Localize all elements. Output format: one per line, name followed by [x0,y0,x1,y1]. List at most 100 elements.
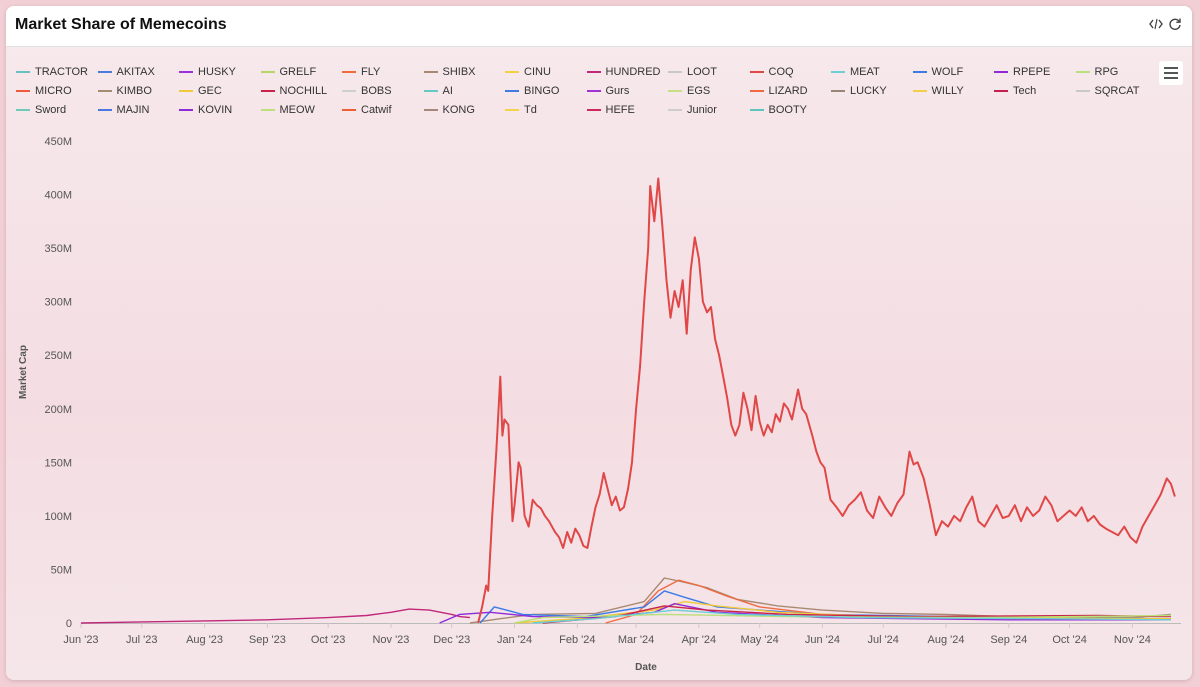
legend-item-bingo[interactable]: BINGO [505,83,587,98]
legend-label: RPG [1094,65,1119,78]
legend-item-nochill[interactable]: NOCHILL [260,83,343,98]
legend-swatch [994,70,1008,73]
legend-swatch [179,70,193,73]
legend-item-willy[interactable]: WILLY [912,83,995,98]
legend-item-majin[interactable]: MAJIN [97,102,180,117]
legend-label: COQ [768,65,794,78]
legend-item-td[interactable]: Td [505,102,587,117]
legend-item-kong[interactable]: KONG [423,102,506,117]
legend-label: LOOT [687,65,717,78]
legend-swatch [423,70,438,73]
legend-swatch [342,89,356,92]
legend-label: KONG [442,103,475,116]
chart-card: Market Share of Memecoins 0 50M 100M 150M 20… [6,6,1192,680]
legend-item-coq[interactable]: COQ [749,64,832,79]
legend-item-booty[interactable]: BOOTY [749,102,832,117]
legend-swatch [260,70,275,73]
legend-label: MEOW [279,103,315,116]
legend-label: LUCKY [850,84,887,97]
legend-label: KOVIN [198,103,233,116]
legend-item-egs[interactable]: EGS [668,83,750,98]
legend-swatch [342,70,356,73]
legend-swatch [342,108,356,111]
legend-label: WILLY [931,84,964,97]
legend-item-sword[interactable]: Sword [16,102,98,117]
legend-item-husky[interactable]: HUSKY [179,64,261,79]
y-tick-label: 350M [44,243,72,255]
x-tick-label: Feb '24 [559,634,595,646]
legend-item-junior[interactable]: Junior [668,102,750,117]
legend-swatch [423,108,438,111]
hamburger-menu-icon[interactable] [1159,61,1183,85]
legend-item-micro[interactable]: MICRO [16,83,98,98]
legend-item-rpg[interactable]: RPG [1075,64,1158,79]
legend-item-ai[interactable]: AI [423,83,506,98]
legend-item-cinu[interactable]: CINU [505,64,587,79]
y-tick-label: 400M [44,190,72,202]
x-tick-label: Dec '23 [433,634,470,646]
legend-item-gec[interactable]: GEC [179,83,261,98]
x-tick-label: May '24 [741,634,779,646]
y-tick-label: 100M [44,511,72,523]
legend-label: LIZARD [768,84,808,97]
legend-item-lizard[interactable]: LIZARD [749,83,832,98]
legend-item-meat[interactable]: MEAT [831,64,913,79]
y-tick-label: 450M [44,136,72,148]
legend-item-tech[interactable]: Tech [994,83,1076,98]
series-line-hundred [80,608,471,624]
legend-label: WOLF [931,65,964,78]
chart-legend: TRACTOR AKITAX HUSKY GRELF FLY SHIBX CINU HUNDR… [16,64,1156,117]
refresh-icon[interactable] [1166,15,1184,33]
legend-label: BINGO [524,84,560,97]
legend-item-wolf[interactable]: WOLF [912,64,995,79]
y-tick-label: 300M [44,297,72,309]
x-tick-label: Nov '23 [372,634,409,646]
x-tick-label: Mar '24 [618,634,654,646]
legend-label: GRELF [279,65,317,78]
legend-item-rpepe[interactable]: RPEPE [994,64,1076,79]
legend-swatch [831,70,845,73]
legend-swatch [912,70,927,73]
legend-item-lucky[interactable]: LUCKY [831,83,913,98]
legend-item-fly[interactable]: FLY [342,64,424,79]
legend-swatch [1075,70,1090,73]
legend-item-bobs[interactable]: BOBS [342,83,424,98]
legend-swatch [912,89,927,92]
legend-label: MAJIN [116,103,150,116]
legend-label: FLY [361,65,381,78]
legend-swatch [505,70,519,73]
legend-label: Sword [35,103,67,116]
legend-item-meow[interactable]: MEOW [260,102,343,117]
legend-swatch [668,89,682,92]
legend-item-akitax[interactable]: AKITAX [97,64,180,79]
legend-item-catwif[interactable]: Catwif [342,102,424,117]
legend-swatch [260,89,275,92]
x-tick-label: Jul '23 [126,634,157,646]
x-tick-label: Jun '23 [63,634,98,646]
legend-label: Gurs [605,84,630,97]
x-tick-label: Sep '23 [249,634,286,646]
legend-item-kimbo[interactable]: KIMBO [97,83,180,98]
legend-item-hefe[interactable]: HEFE [586,102,669,117]
legend-label: GEC [198,84,222,97]
code-icon[interactable] [1147,15,1165,33]
legend-label: TRACTOR [35,65,88,78]
legend-swatch [586,70,601,73]
legend-item-loot[interactable]: LOOT [668,64,750,79]
y-axis-title: Market Cap [18,345,29,399]
legend-item-shibx[interactable]: SHIBX [423,64,506,79]
legend-swatch [994,89,1008,92]
legend-swatch [668,108,682,111]
legend-item-tractor[interactable]: TRACTOR [16,64,98,79]
x-tick-label: Aug '23 [186,634,223,646]
legend-label: AI [442,84,453,97]
legend-item-gurs[interactable]: Gurs [586,83,669,98]
legend-label: Junior [687,103,717,116]
legend-swatch [1075,89,1090,92]
x-tick-label: Nov '24 [1114,634,1151,646]
legend-label: HUNDRED [605,65,661,78]
legend-item-grelf[interactable]: GRELF [260,64,343,79]
legend-item-sqrcat[interactable]: SQRCAT [1075,83,1158,98]
legend-item-kovin[interactable]: KOVIN [179,102,261,117]
legend-item-hundred[interactable]: HUNDRED [586,64,669,79]
